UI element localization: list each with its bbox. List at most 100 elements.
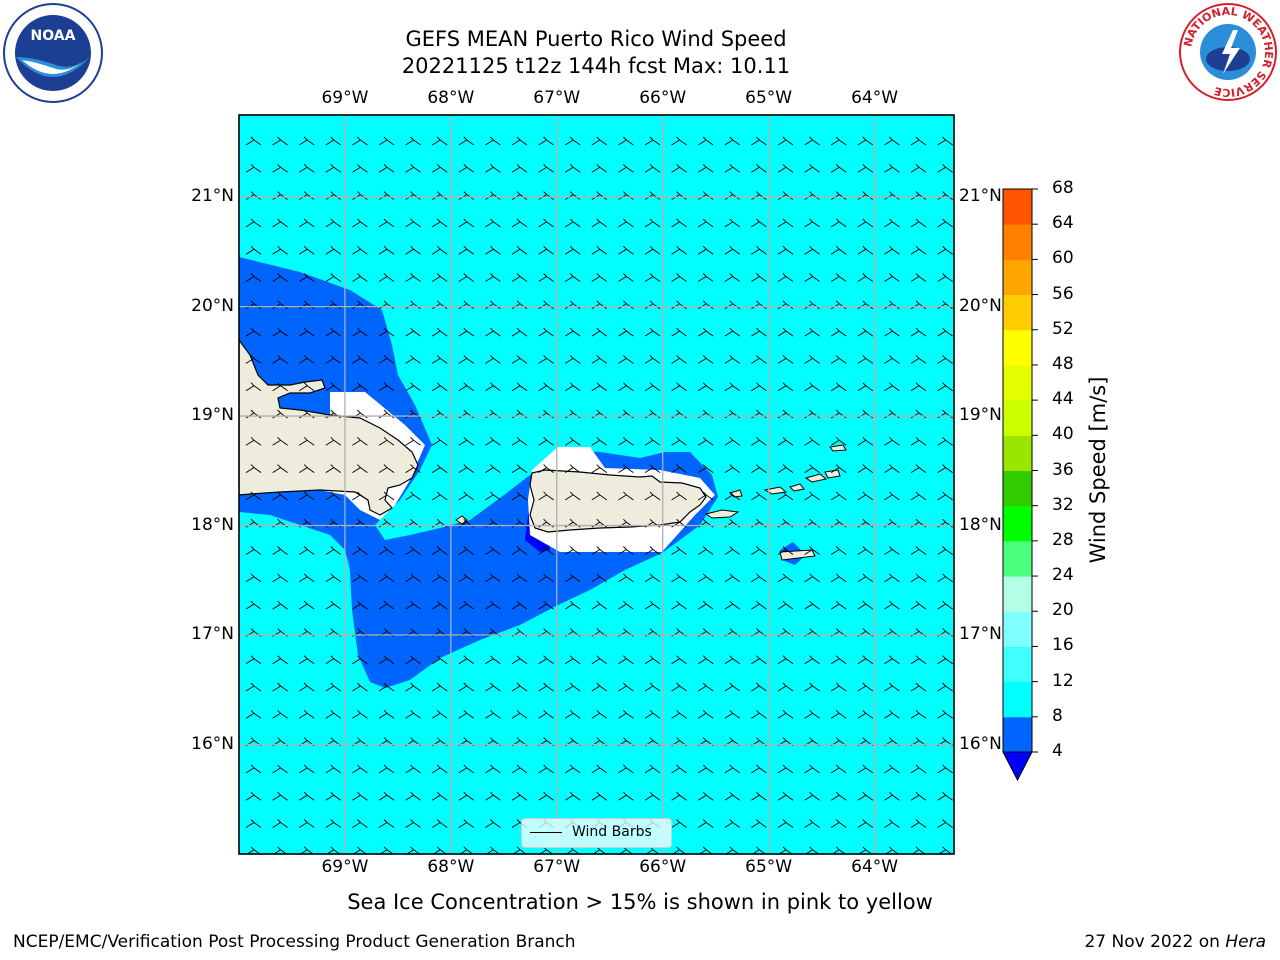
wind-barb	[272, 491, 288, 501]
lon-tick-label: 65°W	[745, 857, 793, 877]
wind-barb	[378, 600, 395, 610]
wind-barb	[644, 573, 661, 583]
colorbar-segment	[1003, 611, 1032, 647]
wind-barb	[804, 355, 820, 364]
wind-barb	[777, 191, 794, 200]
wind-barb	[352, 218, 368, 228]
wind-barb	[777, 791, 794, 801]
wind-barb	[910, 163, 927, 173]
wind-barb	[618, 546, 634, 555]
wind-barb	[298, 682, 315, 692]
wind-barb	[671, 655, 687, 665]
wind-barb	[245, 355, 262, 364]
wind-barb	[564, 573, 581, 583]
wind-barb	[724, 573, 741, 583]
wind-barb	[884, 464, 900, 473]
wind-barb	[325, 355, 342, 364]
wind-barb	[299, 846, 314, 854]
wind-barb	[272, 191, 288, 200]
wind-barb	[830, 355, 847, 364]
wind-barb	[910, 682, 927, 692]
wind-barb	[804, 573, 820, 583]
wind-barb	[804, 819, 820, 828]
wind-barb	[751, 464, 767, 473]
wind-barb	[325, 273, 342, 282]
wind-barb	[884, 163, 900, 173]
wind-barb	[431, 191, 448, 200]
wind-barb	[830, 709, 847, 719]
wind-barb	[511, 245, 528, 255]
wind-barb	[405, 546, 421, 555]
wind-barb	[857, 245, 874, 255]
wind-barb	[378, 491, 395, 501]
wind-barb	[830, 436, 847, 446]
wind-barb	[937, 382, 953, 392]
wind-barb	[671, 163, 687, 173]
wind-barb	[511, 327, 528, 337]
wind-barb	[910, 764, 927, 774]
wind-barb	[459, 846, 474, 854]
wind-barb	[458, 355, 475, 364]
wind-barb	[804, 682, 820, 692]
wind-barb	[857, 600, 874, 610]
wind-barb	[697, 791, 714, 801]
wind-barb	[724, 273, 741, 282]
island-anegada	[829, 444, 847, 452]
island-st-thomas	[763, 486, 788, 495]
wind-barb	[884, 655, 900, 665]
wind-barb	[937, 136, 953, 146]
wind-barb	[618, 573, 634, 583]
wind-barb	[538, 709, 554, 719]
wind-barb	[937, 464, 953, 473]
wind-barb	[697, 600, 714, 610]
wind-barb	[697, 464, 714, 473]
wind-barb	[697, 436, 714, 446]
wind-barb	[857, 218, 874, 228]
wind-barb	[378, 573, 395, 583]
wind-barb	[910, 546, 927, 555]
wind-barb	[352, 573, 368, 583]
lat-tick-label: 16°N	[959, 733, 1002, 754]
island-vieques	[704, 509, 740, 519]
wind-barb	[352, 819, 368, 828]
wind-barb	[538, 382, 554, 392]
wind-barb	[245, 491, 262, 501]
wind-barb	[406, 846, 421, 854]
wind-barb	[378, 819, 395, 828]
wind-barb	[564, 382, 581, 392]
wind-barb	[298, 355, 315, 364]
wind-barb	[697, 191, 714, 200]
wind-barb	[777, 218, 794, 228]
wind-barb	[804, 245, 820, 255]
wind-barb	[724, 709, 741, 719]
wind-barb	[298, 600, 315, 610]
wind-barb	[485, 682, 501, 692]
wind-barb	[724, 682, 741, 692]
wind-barb	[352, 245, 368, 255]
wind-barb	[644, 791, 661, 801]
wind-barb	[405, 709, 421, 719]
wind-barb	[857, 764, 874, 774]
wind-barb	[591, 655, 608, 665]
wind-barb	[724, 600, 741, 610]
wind-barb	[804, 163, 820, 173]
wind-barb	[724, 491, 741, 501]
wind-barb	[298, 791, 315, 801]
wind-barb	[272, 573, 288, 583]
wind-barb	[511, 600, 528, 610]
wind-barb	[458, 163, 475, 173]
wind-barb	[937, 273, 953, 282]
wind-barb	[830, 218, 847, 228]
wind-barb	[910, 245, 927, 255]
wind-barb	[777, 573, 794, 583]
wind-barb	[884, 218, 900, 228]
wind-barb	[804, 546, 820, 555]
wind-barb	[751, 382, 767, 392]
wind-barb	[644, 355, 661, 364]
land-puerto-rico	[529, 469, 707, 533]
wind-barb	[245, 791, 262, 801]
wind-barb	[511, 655, 528, 665]
wind-barb	[884, 791, 900, 801]
wind-barb	[564, 163, 581, 173]
wind-barb	[325, 491, 342, 501]
